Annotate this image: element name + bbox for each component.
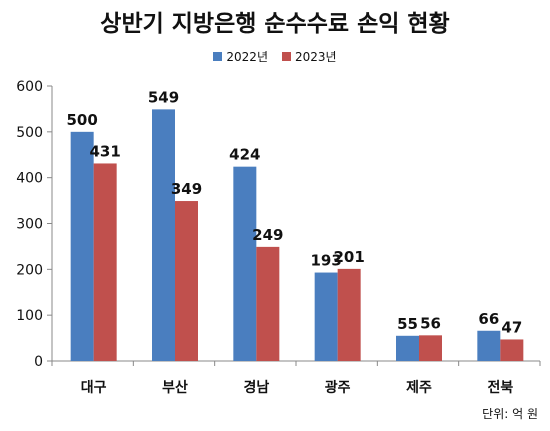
bar <box>256 246 280 361</box>
data-label: 55 <box>397 315 418 333</box>
y-tick-label: 100 <box>16 308 43 324</box>
data-label: 249 <box>252 226 283 244</box>
data-label: 424 <box>229 146 260 164</box>
bar <box>175 201 198 361</box>
unit-note: 단위: 억 원 <box>482 407 538 421</box>
x-category-label: 광주 <box>325 379 351 396</box>
data-label: 66 <box>478 310 499 328</box>
x-category-label: 경남 <box>243 379 269 396</box>
bar <box>500 339 524 361</box>
legend-label-2022: 2022년 <box>226 50 268 64</box>
bar <box>396 335 419 361</box>
data-label: 201 <box>334 248 365 266</box>
bar <box>93 163 117 361</box>
x-category-label: 부산 <box>162 379 188 396</box>
x-category-label: 전북 <box>487 379 513 396</box>
chart-title: 상반기 지방은행 순수수료 손익 현황 <box>100 11 450 37</box>
bar <box>337 268 361 361</box>
bar <box>477 330 501 361</box>
data-label: 349 <box>171 180 202 198</box>
data-label: 500 <box>67 111 98 129</box>
legend-entry-2022: 2022년 <box>213 48 268 65</box>
bar <box>152 109 175 361</box>
bar <box>70 131 94 361</box>
data-label: 193 <box>311 252 342 270</box>
bar <box>233 166 257 361</box>
bar <box>419 335 442 361</box>
x-category-label: 대구 <box>81 380 107 396</box>
y-tick-label: 200 <box>16 262 43 278</box>
legend: 2022년 2023년 <box>0 48 550 65</box>
legend-label-2023: 2023년 <box>295 50 337 64</box>
bar <box>314 272 338 361</box>
y-tick-label: 0 <box>34 354 43 370</box>
data-label: 47 <box>501 318 522 336</box>
data-label: 56 <box>420 314 441 332</box>
legend-swatch-2022 <box>213 52 223 61</box>
y-tick-label: 400 <box>16 171 43 187</box>
y-tick-label: 600 <box>16 79 43 95</box>
y-tick-label: 500 <box>16 125 43 141</box>
x-category-label: 제주 <box>406 380 432 396</box>
data-label: 549 <box>148 88 179 106</box>
y-tick-label: 300 <box>16 217 43 233</box>
legend-swatch-2023 <box>282 52 291 61</box>
data-label: 431 <box>90 142 121 160</box>
legend-entry-2023: 2023년 <box>282 48 337 65</box>
